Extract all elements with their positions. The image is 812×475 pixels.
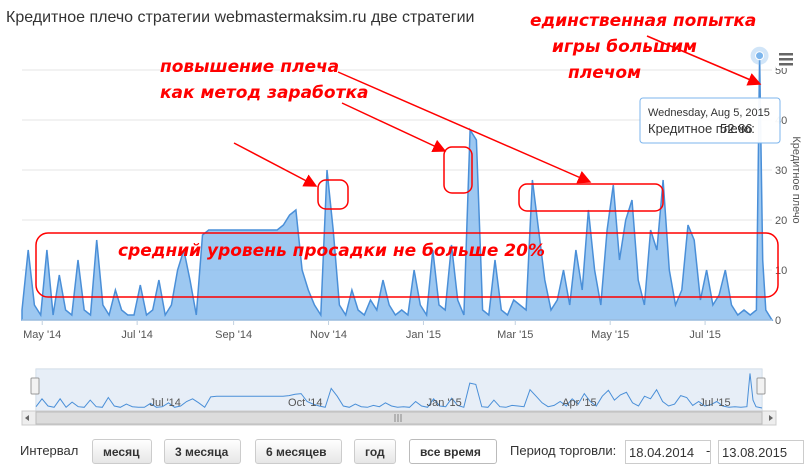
x-tick-label: Nov '14	[310, 329, 347, 341]
scrollbar-thumb[interactable]	[35, 411, 763, 425]
peak-circle-nov	[317, 179, 349, 210]
navigator-tick-label: Jul '15	[699, 397, 730, 409]
scrollbar-grip-icon	[394, 414, 402, 422]
interval-label: Интервал	[20, 443, 79, 458]
peak-circle-feb	[443, 146, 473, 194]
arrow-to-mar-may-peaks	[337, 71, 592, 184]
x-axis-labels: May '14 Jul '14 Sep '14 Nov '14 Jan '15 Mar '…	[23, 329, 721, 341]
scroll-left-icon[interactable]	[25, 415, 29, 421]
leverage-chart: Кредитное плечо стратегии webmastermaksi…	[6, 9, 802, 426]
scrollbar[interactable]	[21, 410, 777, 426]
y-axis-title: Кредитное плечо	[790, 136, 802, 223]
date-to-input[interactable]	[718, 440, 804, 464]
x-tick-label: May '14	[23, 329, 61, 341]
y-tick-label: 10	[775, 265, 787, 277]
x-tick-label: May '15	[591, 329, 629, 341]
range-button-3-months[interactable]: 3 месяца	[164, 439, 241, 464]
navigator-handle-left[interactable]	[30, 377, 40, 395]
arrow-to-aug-peak	[646, 35, 762, 86]
range-button-all-time[interactable]: все время	[409, 439, 497, 464]
peak-circle-mar-may	[518, 183, 664, 212]
period-label: Период торговли:	[510, 443, 617, 458]
arrow-to-nov-peak	[233, 142, 318, 187]
annotation-leverage-line1: повышение плеча	[160, 57, 339, 77]
highlight-point[interactable]	[755, 51, 765, 61]
drawdown-ellipse	[35, 232, 779, 298]
x-tick-label: Jan '15	[406, 329, 441, 341]
chart-title: Кредитное плечо стратегии webmastermaksi…	[6, 9, 474, 26]
navigator-series	[35, 373, 763, 409]
annotation-leverage-line2: как метод заработка	[160, 83, 368, 103]
navigator-handle-right[interactable]	[756, 377, 766, 395]
chart-menu-icon[interactable]	[776, 50, 796, 68]
y-tick-label: 30	[775, 165, 787, 177]
navigator-tick-label: Oct '14	[288, 397, 323, 409]
range-button-6-months[interactable]: 6 месяцев	[255, 439, 342, 464]
annotation-single-line2: игры большим	[552, 37, 697, 57]
range-selector: Интервал месяц 3 месяца 6 месяцев год вс…	[0, 436, 812, 468]
date-from-input[interactable]	[625, 440, 711, 464]
navigator-tick-label: Apr '15	[562, 397, 597, 409]
tooltip-date: Wednesday, Aug 5, 2015	[648, 107, 770, 119]
tooltip-value: 52.86	[720, 121, 753, 136]
arrow-to-feb-peak	[341, 102, 447, 153]
annotation-leverage-increase: повышение плеча как метод заработка	[160, 57, 368, 103]
annotation-single-line1: единственная попытка	[530, 11, 756, 31]
x-tick-label: Mar '15	[497, 329, 533, 341]
tooltip: Wednesday, Aug 5, 2015 Кредитное плечо: …	[639, 97, 781, 144]
range-button-year[interactable]: год	[354, 439, 396, 464]
date-separator: -	[706, 443, 711, 458]
leverage-area-series[interactable]	[21, 55, 774, 321]
x-tick-label: Jul '14	[121, 329, 152, 341]
navigator[interactable]: Jul '14 Oct '14 Jan '15 Apr '15 Jul '15	[30, 368, 766, 412]
navigator-tick-label: Jan '15	[427, 397, 462, 409]
x-tick-label: Jul '15	[689, 329, 720, 341]
navigator-labels: Jul '14 Oct '14 Jan '15 Apr '15 Jul '15	[149, 397, 730, 409]
y-tick-label: 20	[775, 215, 787, 227]
tooltip-label: Кредитное плечо:	[648, 121, 755, 136]
annotation-single-attempt: единственная попытка игры большим плечом	[530, 11, 756, 83]
x-axis-ticks	[41, 320, 706, 325]
x-tick-label: Sep '14	[215, 329, 252, 341]
range-button-month[interactable]: месяц	[92, 439, 152, 464]
annotation-single-line3: плечом	[568, 63, 641, 83]
y-tick-label: 0	[775, 315, 781, 327]
annotation-drawdown: средний уровень просадки не больше 20%	[118, 241, 545, 261]
navigator-tick-label: Jul '14	[149, 397, 180, 409]
scroll-right-icon[interactable]	[769, 415, 773, 421]
